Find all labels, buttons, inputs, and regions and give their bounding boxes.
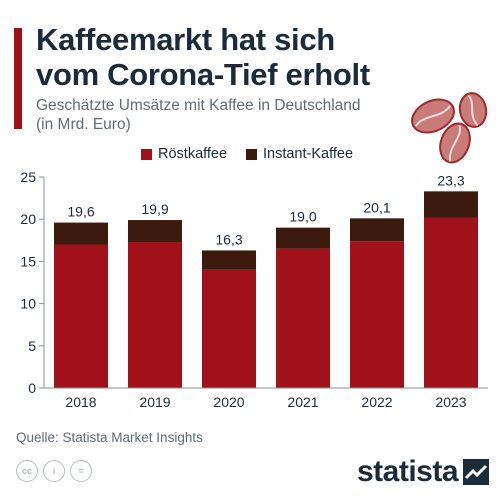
bar-segment-instant: [350, 218, 404, 242]
coffee-bean-3-icon: [439, 122, 471, 164]
bar-total-label: 16,3: [215, 231, 242, 247]
bar-total-label: 19,9: [141, 201, 168, 217]
y-tick-label: 25: [20, 169, 36, 185]
statista-brand[interactable]: statista: [357, 455, 490, 489]
y-tick-label: 15: [20, 253, 36, 269]
bar-segment-roest: [350, 241, 404, 388]
accent-bar: [14, 28, 22, 129]
legend-label-instant: Instant-Kaffee: [263, 146, 354, 162]
x-tick-label: 2020: [213, 394, 244, 410]
subtitle-line-1: Geschätzte Umsätze mit Kaffee in Deutsch…: [36, 97, 361, 114]
bar-segment-roest: [202, 269, 256, 388]
statista-logo-icon: [463, 459, 490, 485]
equals-icon[interactable]: =: [70, 460, 92, 482]
source-note: Quelle: Statista Market Insights: [16, 430, 203, 445]
bar-segment-roest: [128, 241, 182, 388]
license-icons: cc i =: [16, 460, 92, 482]
bar-segment-roest: [276, 248, 330, 388]
title-line-1: Kaffeemarkt hat sich: [36, 22, 335, 57]
coffee-bean-1-icon: [411, 98, 455, 134]
bar-segment-instant: [424, 191, 478, 218]
coffee-beans-icon: [411, 92, 488, 164]
bar-segment-roest: [424, 217, 478, 388]
legend-label-roest: Röstkaffee: [158, 146, 228, 162]
legend-swatch-instant: [246, 148, 257, 160]
bar-total-label: 19,6: [67, 204, 94, 220]
legend-item-instant: Instant-Kaffee: [246, 146, 353, 162]
bar-total-label: 19,0: [289, 209, 316, 225]
bar-segment-roest: [54, 244, 108, 388]
chart-legend: Röstkaffee Instant-Kaffee: [0, 146, 499, 166]
y-tick-label: 20: [20, 211, 36, 227]
x-tick-label: 2022: [361, 394, 392, 410]
chart-title: Kaffeemarkt hat sich vom Corona-Tief erh…: [36, 22, 416, 92]
subtitle-line-2: (in Mrd. Euro): [36, 116, 131, 133]
x-tick-label: 2021: [287, 394, 318, 410]
x-tick-label: 2023: [435, 394, 466, 410]
bar-segment-instant: [276, 227, 330, 249]
cc-icon[interactable]: cc: [16, 460, 38, 482]
x-tick-label: 2019: [139, 394, 170, 410]
bar-total-label: 20,1: [363, 199, 390, 215]
y-tick-label: 5: [28, 338, 36, 354]
bar-segment-instant: [202, 250, 256, 270]
stacked-bar-chart: 0 5 10 15 20 25 19,6 2018 19,9 2019 16,3 2020 19,0 20…: [20, 169, 488, 410]
title-line-2: vom Corona-Tief erholt: [36, 57, 370, 92]
coffee-bean-2-icon: [458, 92, 488, 128]
y-tick-label: 10: [20, 296, 36, 312]
legend-swatch-roest: [141, 148, 152, 160]
statista-wordmark: statista: [357, 455, 459, 488]
person-icon[interactable]: i: [43, 460, 65, 482]
bar-segment-instant: [128, 220, 182, 242]
bar-segment-instant: [54, 222, 108, 245]
chart-subtitle: Geschätzte Umsätze mit Kaffee in Deutsch…: [36, 96, 416, 134]
x-tick-label: 2018: [65, 394, 96, 410]
legend-item-roest: Röstkaffee: [141, 146, 227, 162]
y-tick-label: 0: [28, 380, 36, 396]
bar-total-label: 23,3: [437, 172, 464, 188]
